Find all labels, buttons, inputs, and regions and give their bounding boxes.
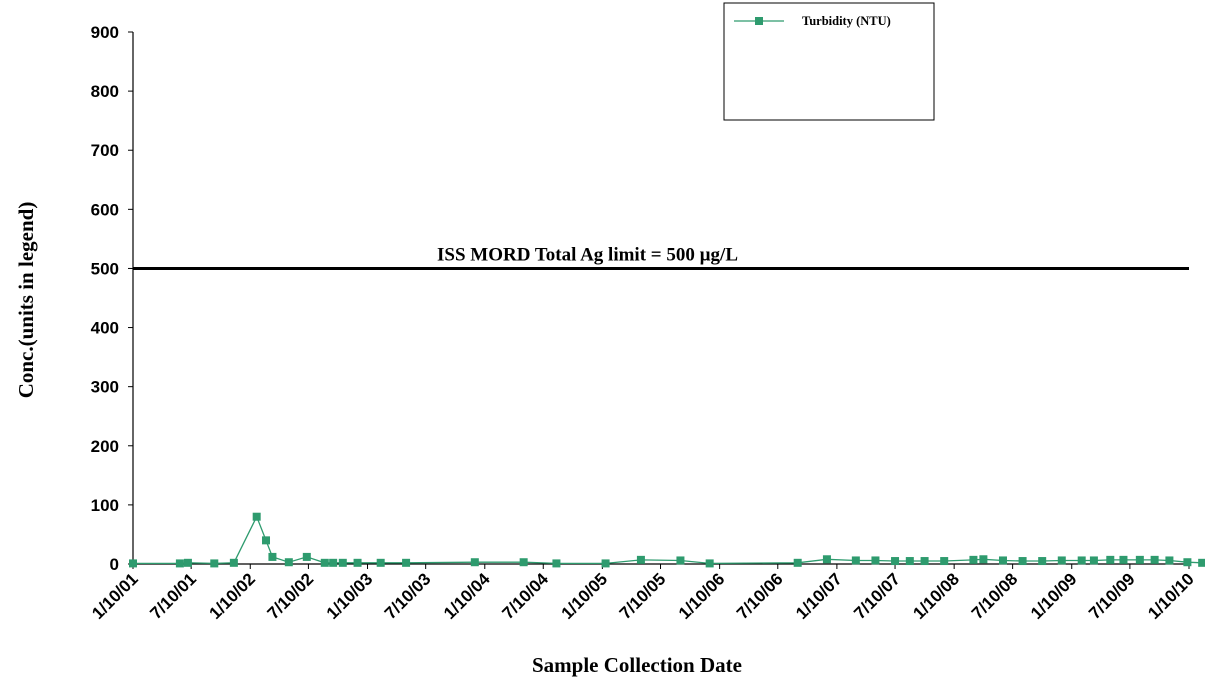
x-tick-label: 7/10/08 (968, 569, 1022, 623)
series-line (133, 515, 1205, 565)
data-point (1018, 557, 1027, 566)
data-point (470, 558, 479, 567)
data-point (920, 557, 929, 566)
x-tick-label: 1/10/05 (558, 569, 612, 623)
data-point (851, 556, 860, 565)
data-point (1077, 556, 1086, 565)
data-point (940, 557, 949, 566)
x-tick-label: 1/10/02 (206, 569, 260, 623)
limit-annotation: ISS MORD Total Ag limit = 500 µg/L (437, 244, 738, 265)
x-axis-title: Sample Collection Date (532, 653, 742, 677)
data-point (1119, 555, 1128, 564)
data-point (1135, 555, 1144, 564)
data-point (1089, 556, 1098, 565)
data-point (183, 558, 192, 567)
data-point (338, 558, 347, 567)
data-point (376, 558, 385, 567)
x-tick-label: 7/10/09 (1085, 569, 1139, 623)
data-point (302, 552, 311, 561)
x-tick-label: 1/10/01 (88, 569, 142, 623)
data-point (129, 559, 137, 568)
x-tick-label: 1/10/08 (909, 569, 963, 623)
x-tick-label: 7/10/04 (499, 569, 553, 623)
y-tick-label: 100 (91, 496, 119, 515)
data-point (519, 558, 528, 567)
data-point (329, 558, 338, 567)
data-point (998, 556, 1007, 565)
x-tick-label: 7/10/07 (850, 569, 904, 623)
y-tick-label: 700 (91, 141, 119, 160)
data-point (210, 559, 219, 568)
data-point (252, 512, 261, 521)
legend-label: Turbidity (NTU) (802, 14, 891, 28)
x-tick-label: 7/10/05 (616, 569, 670, 623)
data-point (1165, 556, 1174, 565)
y-tick-label: 300 (91, 378, 119, 397)
y-axis-title: Conc.(units in legend) (14, 202, 38, 399)
data-point (871, 556, 880, 565)
data-point (1183, 558, 1192, 567)
x-tick-label: 1/10/04 (440, 569, 494, 623)
data-point (793, 558, 802, 567)
data-point (552, 559, 561, 568)
data-point (402, 558, 411, 567)
data-point (822, 555, 831, 564)
data-point (262, 536, 271, 545)
x-tick-label: 1/10/03 (323, 569, 377, 623)
data-point (284, 558, 293, 567)
y-tick-label: 400 (91, 319, 119, 338)
data-point (268, 552, 277, 561)
data-point (1198, 558, 1205, 567)
data-point (320, 558, 329, 567)
x-tick-label: 1/10/06 (675, 569, 729, 623)
data-point (891, 557, 900, 566)
y-tick-label: 600 (91, 200, 119, 219)
x-tick-label: 1/10/10 (1144, 569, 1198, 623)
data-point (979, 555, 988, 564)
data-point (636, 555, 645, 564)
data-point (175, 559, 184, 568)
x-tick-label: 1/10/09 (1027, 569, 1081, 623)
data-point (705, 559, 714, 568)
y-tick-label: 800 (91, 82, 119, 101)
data-point (353, 558, 362, 567)
y-tick-label: 500 (91, 259, 119, 278)
y-tick-label: 0 (110, 555, 119, 574)
data-point (676, 556, 685, 565)
data-point (1038, 557, 1047, 566)
data-point (601, 559, 610, 568)
data-point (905, 557, 914, 566)
x-tick-label: 7/10/06 (733, 569, 787, 623)
data-point (1057, 556, 1066, 565)
data-point (1150, 555, 1159, 564)
x-tick-label: 7/10/02 (264, 569, 318, 623)
x-tick-label: 1/10/07 (792, 569, 846, 623)
data-point (1106, 555, 1115, 564)
x-tick-label: 7/10/01 (146, 569, 200, 623)
legend-swatch-marker (755, 17, 763, 25)
y-tick-label: 200 (91, 437, 119, 456)
data-point (969, 555, 978, 564)
x-tick-label: 7/10/03 (381, 569, 435, 623)
data-point (229, 558, 238, 567)
y-tick-label: 900 (91, 23, 119, 42)
